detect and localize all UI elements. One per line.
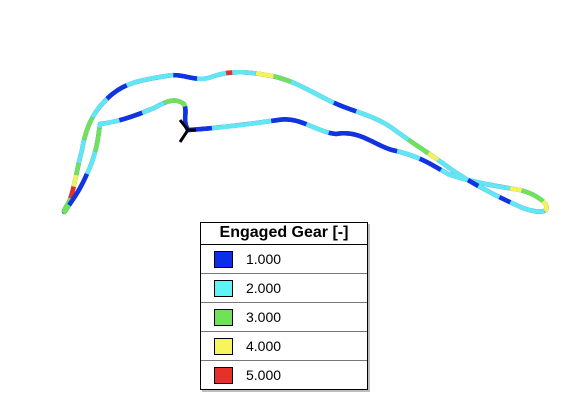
gear-segment <box>426 151 440 162</box>
gear-legend: Engaged Gear [-] 1.000 2.000 3.000 4.000 5.0… <box>200 222 368 390</box>
legend-swatch <box>214 366 233 384</box>
gear-segment <box>76 139 87 164</box>
legend-swatch <box>214 337 233 355</box>
gear-segment <box>71 174 79 188</box>
legend-item: 3.000 <box>201 303 367 332</box>
legend-item: 1.000 <box>201 245 367 274</box>
gear-segment <box>118 110 144 123</box>
gear-segment <box>255 71 275 79</box>
gear-segment <box>105 83 128 101</box>
gear-segment <box>163 98 188 108</box>
gear-segment <box>521 188 545 203</box>
gear-segment <box>509 186 523 193</box>
legend-label: 3.000 <box>246 309 282 325</box>
gear-segment <box>73 162 81 176</box>
gear-segment <box>196 70 227 82</box>
legend-label: 5.000 <box>246 367 282 383</box>
gear-segment <box>125 72 174 88</box>
gear-segment <box>90 97 109 119</box>
start-finish-marker <box>178 119 196 143</box>
legend-item: 4.000 <box>201 332 367 361</box>
gear-segment <box>225 70 233 76</box>
legend-title: Engaged Gear [-] <box>201 223 367 245</box>
gear-segment <box>84 151 98 175</box>
gear-segment <box>396 148 421 161</box>
gear-segment <box>231 69 257 76</box>
gear-segment <box>541 199 549 213</box>
legend-swatch <box>214 250 233 268</box>
legend-item: 5.000 <box>201 361 367 389</box>
legend-swatch <box>214 308 233 326</box>
gear-segment <box>81 116 95 141</box>
gear-segment <box>509 200 545 214</box>
gear-color-segments <box>61 69 549 215</box>
legend-label: 1.000 <box>246 251 282 267</box>
gear-segment <box>211 118 272 131</box>
gear-segment <box>68 186 76 199</box>
gear-segment <box>270 117 308 127</box>
gear-segment <box>436 158 470 182</box>
legend-item: 2.000 <box>201 274 367 303</box>
gear-segment <box>141 100 165 115</box>
gear-segment <box>498 195 512 205</box>
gear-segment <box>97 118 121 129</box>
gear-segment <box>418 156 443 172</box>
gear-segment <box>328 130 398 154</box>
gear-segment <box>67 172 90 207</box>
gear-segment <box>355 109 410 142</box>
gear-segment <box>273 74 292 84</box>
gear-segment <box>477 183 501 200</box>
gear-segment <box>93 127 102 153</box>
gear-segment <box>173 72 198 81</box>
gear-segment <box>407 137 430 156</box>
gear-segment <box>289 79 335 105</box>
track-line <box>61 70 549 215</box>
legend-swatch <box>214 279 233 297</box>
gear-segment <box>466 178 480 188</box>
legend-label: 4.000 <box>246 338 282 354</box>
gear-segment <box>305 122 330 135</box>
legend-label: 2.000 <box>246 280 282 296</box>
gear-segment <box>332 100 357 114</box>
